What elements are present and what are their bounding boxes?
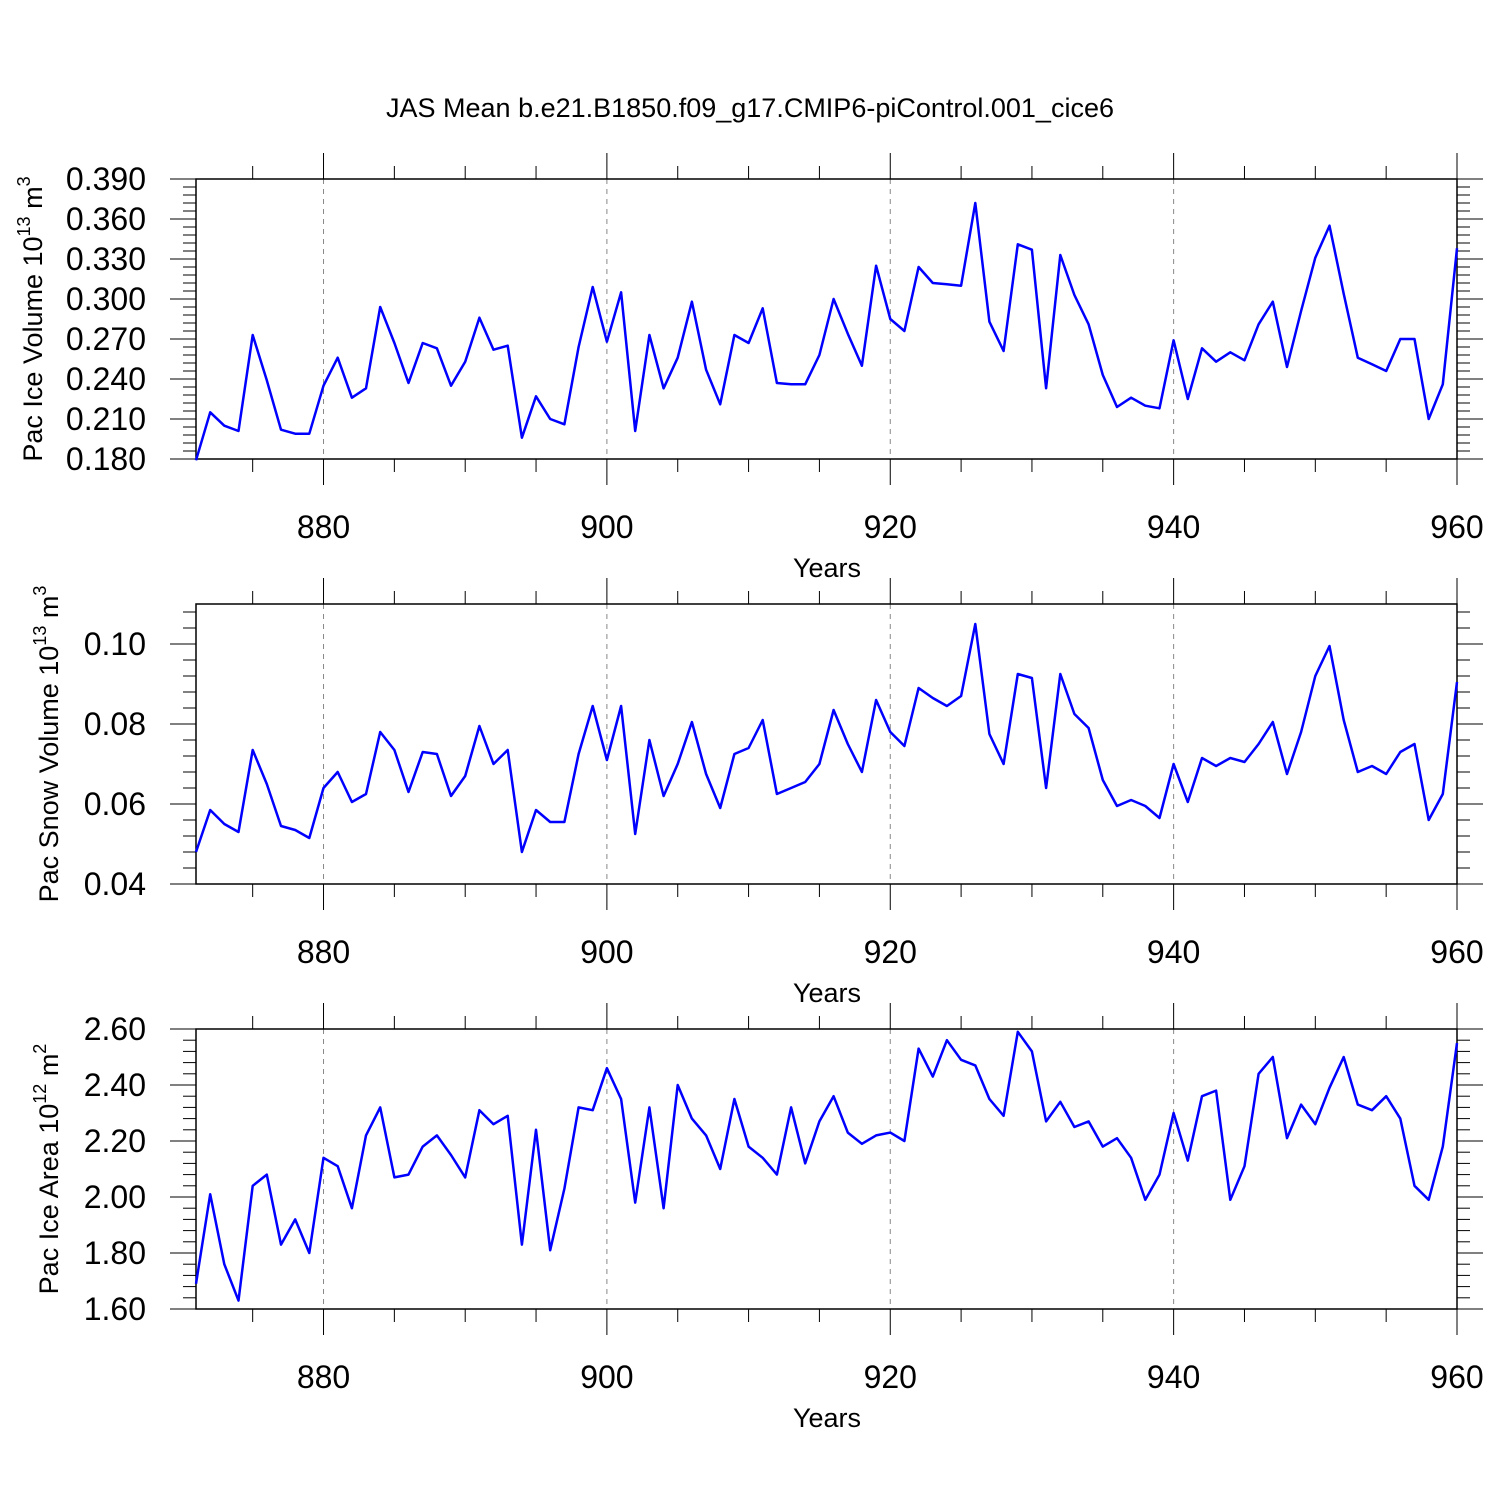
plot-frame	[195, 1028, 1458, 1310]
y-tick-label: 0.210	[66, 401, 146, 437]
x-tick-label: 960	[1430, 1359, 1483, 1395]
series-line	[194, 622, 1459, 854]
y-tick-label: 0.360	[66, 201, 146, 237]
y-axis-label-unit: m	[18, 186, 48, 216]
y-axis-label-unit: m	[34, 1054, 64, 1084]
x-axis-label: Years	[793, 978, 861, 1008]
y-tick-label: 0.08	[84, 706, 146, 742]
x-tick-label: 900	[580, 1359, 633, 1395]
y-axis-label-unit-exponent: 3	[30, 586, 50, 596]
series-line	[194, 1030, 1459, 1302]
y-tick-label: 0.270	[66, 321, 146, 357]
plot-frame	[195, 178, 1458, 460]
plot-frame	[195, 603, 1458, 885]
y-axis-label: Pac Ice Volume 1013 m3	[14, 176, 48, 461]
y-axis-label: Pac Snow Volume 1013 m3	[30, 586, 64, 903]
x-tick-label: 920	[864, 934, 917, 970]
panel-1: 880 900 920 940 960 0.180 0.210 0.240 0.270 0.300…	[14, 153, 1484, 583]
y-tick-label: 2.40	[84, 1067, 146, 1103]
y-axis-label-exponent: 13	[14, 216, 34, 236]
y-axis-label-exponent: 13	[30, 626, 50, 646]
x-tick-label: 940	[1147, 934, 1200, 970]
y-axis-label: Pac Ice Area 1012 m2	[30, 1044, 64, 1295]
y-axis-label-text: Pac Snow Volume 10	[34, 646, 64, 903]
x-tick-label: 960	[1430, 934, 1483, 970]
x-axis-label: Years	[793, 553, 861, 583]
x-tick-label: 960	[1430, 509, 1483, 545]
x-tick-label: 920	[864, 509, 917, 545]
y-axis-label-unit-exponent: 3	[14, 176, 34, 186]
x-tick-label: 880	[297, 934, 350, 970]
y-tick-label: 0.04	[84, 866, 146, 902]
series-line	[194, 201, 1459, 461]
y-tick-label: 2.20	[84, 1123, 146, 1159]
figure-title: JAS Mean b.e21.B1850.f09_g17.CMIP6-piCon…	[386, 93, 1114, 123]
x-tick-label: 940	[1147, 1359, 1200, 1395]
y-tick-label: 0.330	[66, 241, 146, 277]
y-tick-label: 1.80	[84, 1235, 146, 1271]
x-tick-label: 940	[1147, 509, 1200, 545]
y-axis-label-unit-exponent: 2	[30, 1044, 50, 1054]
y-axis-label-exponent: 12	[30, 1084, 50, 1104]
y-axis-label-text: Pac Ice Volume 10	[18, 236, 48, 461]
y-tick-label: 0.240	[66, 361, 146, 397]
x-axis-label: Years	[793, 1403, 861, 1433]
y-tick-label: 0.06	[84, 786, 146, 822]
y-tick-label: 1.60	[84, 1291, 146, 1327]
y-tick-label: 0.180	[66, 441, 146, 477]
x-tick-label: 900	[580, 509, 633, 545]
y-tick-label: 0.390	[66, 161, 146, 197]
x-tick-label: 880	[297, 509, 350, 545]
y-axis-label-unit: m	[34, 596, 64, 626]
y-axis-label-text: Pac Ice Area 10	[34, 1104, 64, 1295]
x-tick-label: 880	[297, 1359, 350, 1395]
x-tick-label: 900	[580, 934, 633, 970]
y-tick-label: 0.10	[84, 626, 146, 662]
x-tick-label: 920	[864, 1359, 917, 1395]
y-tick-label: 2.60	[84, 1011, 146, 1047]
panel-2: 880 900 920 940 960 0.04 0.06 0.08 0.10 Years Pac …	[30, 578, 1484, 1008]
y-tick-label: 0.300	[66, 281, 146, 317]
y-tick-label: 2.00	[84, 1179, 146, 1215]
panel-3: 880 900 920 940 960 1.60 1.80 2.00 2.20 2.40 2.60 Y…	[30, 1003, 1484, 1433]
